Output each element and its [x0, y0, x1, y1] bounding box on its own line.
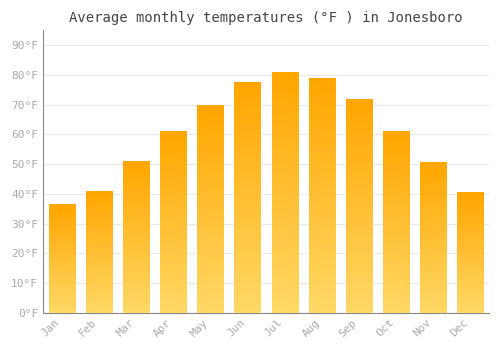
Title: Average monthly temperatures (°F ) in Jonesboro: Average monthly temperatures (°F ) in Jo… [69, 11, 462, 25]
